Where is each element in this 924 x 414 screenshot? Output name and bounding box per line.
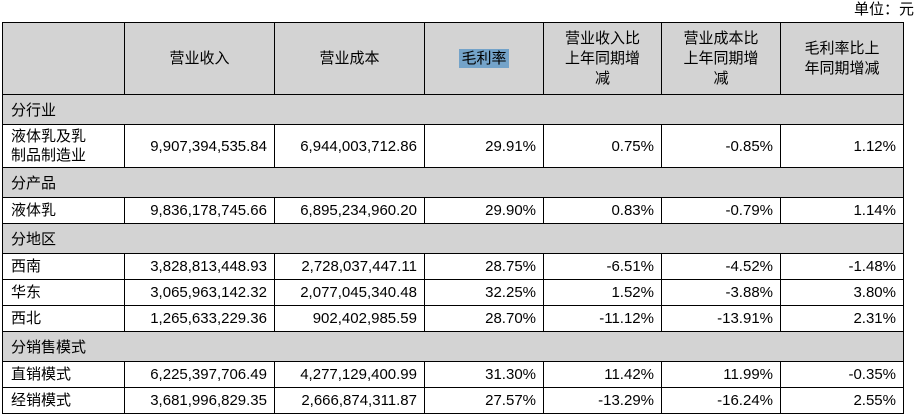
cell-gross-margin-yoy: 2.55%: [780, 387, 904, 414]
header-gross-margin-yoy: 毛利率比上年同期增减: [780, 22, 904, 95]
cell-revenue-yoy: 11.42%: [543, 361, 662, 388]
cell-revenue-yoy: -13.29%: [543, 387, 662, 414]
cell-revenue: 3,828,813,448.93: [124, 253, 275, 280]
row-northwest: 西北 1,265,633,229.36 902,402,985.59 28.70…: [2, 305, 904, 332]
row-liquid-milk: 液体乳 9,836,178,745.66 6,895,234,960.20 29…: [2, 197, 904, 224]
table-header-row: 营业收入 营业成本 毛利率 营业收入比上年同期增减 营业成本比上年同期增减 毛利…: [2, 22, 904, 95]
row-label: 经销模式: [2, 387, 125, 414]
cell-gross-margin: 28.70%: [424, 305, 544, 332]
header-cost-label: 营业成本: [319, 49, 380, 67]
cell-cost-yoy: -16.24%: [661, 387, 781, 414]
section-by-product: 分产品: [2, 167, 904, 198]
cell-revenue: 6,225,397,706.49: [124, 361, 275, 388]
cell-gross-margin: 32.25%: [424, 279, 544, 306]
cell-gross-margin-yoy: 3.80%: [780, 279, 904, 306]
cell-gross-margin: 28.75%: [424, 253, 544, 280]
gross-margin-selected-text: 毛利率: [459, 48, 509, 68]
cell-cost: 2,077,045,340.48: [274, 279, 425, 306]
cell-cost: 4,277,129,400.99: [274, 361, 425, 388]
cell-cost-yoy: 11.99%: [661, 361, 781, 388]
cell-gross-margin-yoy: 1.14%: [780, 197, 904, 224]
row-label: 西北: [2, 305, 125, 332]
cell-cost: 6,944,003,712.86: [274, 124, 425, 168]
cell-cost-yoy: -0.85%: [661, 124, 781, 168]
header-gross-margin: 毛利率: [424, 22, 544, 95]
section-title: 分行业: [2, 94, 904, 125]
cell-revenue-yoy: 1.52%: [543, 279, 662, 306]
cell-cost: 902,402,985.59: [274, 305, 425, 332]
cell-cost: 2,666,874,311.87: [274, 387, 425, 414]
row-east-china: 华东 3,065,963,142.32 2,077,045,340.48 32.…: [2, 279, 904, 306]
header-revenue-yoy: 营业收入比上年同期增减: [543, 22, 662, 95]
cell-revenue: 3,681,996,829.35: [124, 387, 275, 414]
row-liquid-milk-industry: 液体乳及乳制品制造业 9,907,394,535.84 6,944,003,71…: [2, 124, 904, 168]
cell-revenue-yoy: -6.51%: [543, 253, 662, 280]
row-distribution-sales: 经销模式 3,681,996,829.35 2,666,874,311.87 2…: [2, 387, 904, 414]
cell-cost: 2,728,037,447.11: [274, 253, 425, 280]
cell-revenue-yoy: 0.75%: [543, 124, 662, 168]
section-by-industry: 分行业: [2, 94, 904, 125]
row-label: 西南: [2, 253, 125, 280]
cell-cost-yoy: -13.91%: [661, 305, 781, 332]
row-label: 液体乳: [2, 197, 125, 224]
cell-gross-margin-yoy: -1.48%: [780, 253, 904, 280]
cell-revenue: 1,265,633,229.36: [124, 305, 275, 332]
header-revenue-label: 营业收入: [169, 49, 230, 67]
header-revenue-yoy-label: 营业收入比上年同期增减: [564, 29, 640, 87]
section-by-region: 分地区: [2, 223, 904, 254]
row-southwest: 西南 3,828,813,448.93 2,728,037,447.11 28.…: [2, 253, 904, 280]
cell-revenue: 9,836,178,745.66: [124, 197, 275, 224]
cell-gross-margin: 29.91%: [424, 124, 544, 168]
header-revenue: 营业收入: [124, 22, 275, 95]
header-cost-yoy-label: 营业成本比上年同期增减: [683, 29, 759, 87]
header-gross-margin-yoy-label: 毛利率比上年同期增减: [804, 39, 880, 77]
cell-revenue: 9,907,394,535.84: [124, 124, 275, 168]
cell-cost: 6,895,234,960.20: [274, 197, 425, 224]
cell-gross-margin-yoy: 2.31%: [780, 305, 904, 332]
cell-cost-yoy: -4.52%: [661, 253, 781, 280]
cell-revenue-yoy: -11.12%: [543, 305, 662, 332]
header-cost: 营业成本: [274, 22, 425, 95]
cell-revenue-yoy: 0.83%: [543, 197, 662, 224]
cell-gross-margin: 27.57%: [424, 387, 544, 414]
cell-cost-yoy: -3.88%: [661, 279, 781, 306]
section-title: 分地区: [2, 223, 904, 254]
section-title: 分产品: [2, 167, 904, 198]
row-label: 华东: [2, 279, 125, 306]
cell-gross-margin-yoy: -0.35%: [780, 361, 904, 388]
cell-gross-margin-yoy: 1.12%: [780, 124, 904, 168]
cell-gross-margin: 29.90%: [424, 197, 544, 224]
unit-label: 单位：元: [853, 2, 914, 18]
header-empty-cell: [2, 22, 125, 95]
section-title: 分销售模式: [2, 331, 904, 362]
row-label: 液体乳及乳制品制造业: [2, 124, 125, 168]
section-by-sales-model: 分销售模式: [2, 331, 904, 362]
row-label: 直销模式: [2, 361, 125, 388]
segment-financials-table: 营业收入 营业成本 毛利率 营业收入比上年同期增减 营业成本比上年同期增减 毛利…: [2, 22, 904, 414]
row-direct-sales: 直销模式 6,225,397,706.49 4,277,129,400.99 3…: [2, 361, 904, 388]
row-label-text: 液体乳及乳制品制造业: [11, 128, 87, 164]
cell-gross-margin: 31.30%: [424, 361, 544, 388]
cell-cost-yoy: -0.79%: [661, 197, 781, 224]
cell-revenue: 3,065,963,142.32: [124, 279, 275, 306]
header-cost-yoy: 营业成本比上年同期增减: [661, 22, 781, 95]
